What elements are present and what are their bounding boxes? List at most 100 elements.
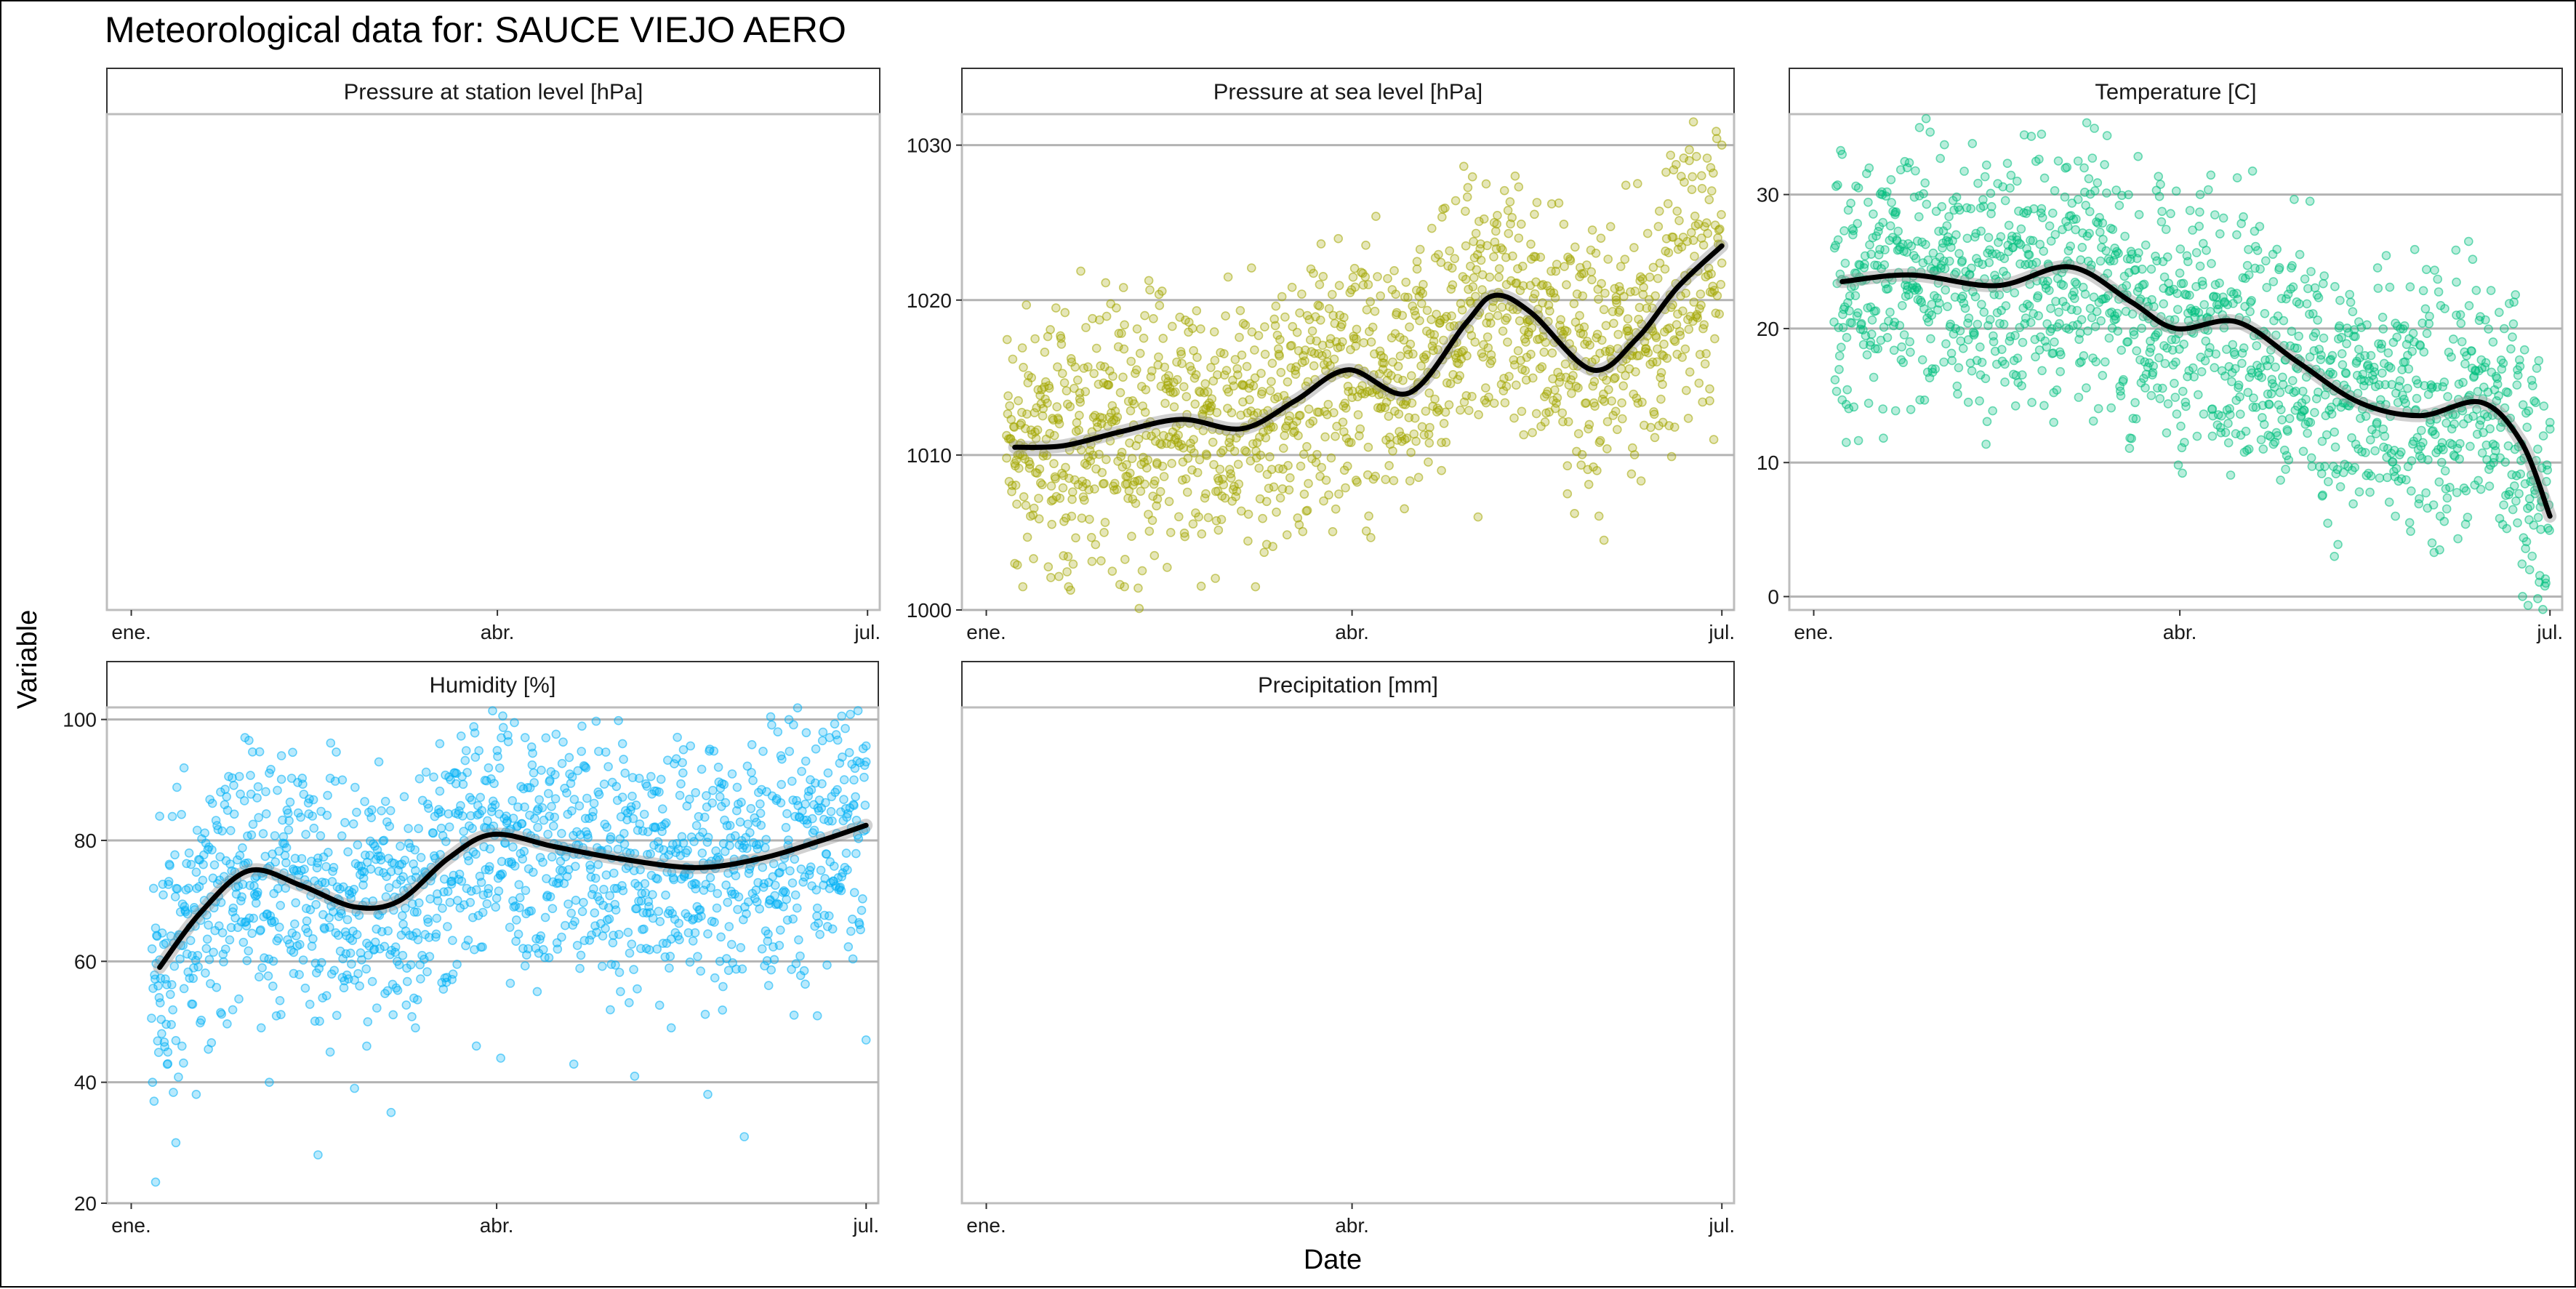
data-point	[2510, 481, 2519, 491]
data-point	[1964, 313, 1974, 323]
data-point	[448, 969, 458, 979]
data-point	[2090, 124, 2099, 133]
data-point	[2330, 551, 2339, 561]
data-point	[456, 731, 466, 741]
data-point	[222, 792, 232, 802]
data-point	[1486, 318, 1496, 328]
data-point	[298, 779, 308, 789]
data-point	[817, 736, 827, 746]
data-point	[2256, 363, 2266, 373]
data-point	[1848, 225, 1858, 236]
data-point	[174, 1072, 183, 1082]
data-point	[2405, 282, 2415, 292]
data-point	[1878, 404, 1887, 414]
data-point	[1621, 180, 1631, 190]
data-point	[2410, 244, 2420, 254]
data-point	[2178, 386, 2188, 396]
data-point	[2051, 297, 2061, 306]
data-point	[1684, 324, 1694, 334]
data-point	[361, 964, 372, 974]
data-point	[527, 760, 537, 770]
data-point	[1461, 241, 1471, 251]
data-point	[623, 928, 633, 937]
data-point	[608, 938, 618, 948]
data-point	[1970, 329, 1979, 338]
data-point	[1467, 391, 1477, 401]
data-point	[580, 762, 590, 771]
data-point	[294, 939, 305, 949]
data-point	[2323, 518, 2332, 529]
data-point	[1885, 308, 1895, 317]
data-point	[488, 706, 497, 716]
data-point	[515, 893, 525, 902]
data-point	[1266, 422, 1276, 432]
data-point	[1227, 473, 1236, 483]
data-point	[1364, 511, 1373, 521]
data-point	[697, 911, 706, 921]
data-point	[2013, 353, 2023, 364]
y-tick-label: 1010	[907, 444, 952, 467]
data-point	[238, 937, 249, 947]
data-point	[1509, 360, 1520, 370]
data-point	[2481, 315, 2490, 325]
data-point	[1648, 262, 1658, 273]
data-point	[1688, 236, 1698, 245]
data-point	[1384, 461, 1394, 470]
data-point	[342, 915, 353, 925]
data-point	[606, 832, 616, 842]
data-point	[1651, 332, 1661, 342]
data-point	[1607, 396, 1616, 406]
data-point	[1285, 473, 1295, 483]
data-point	[1518, 261, 1528, 271]
data-point	[1945, 256, 1954, 266]
data-point	[1623, 314, 1633, 324]
data-point	[2170, 393, 2180, 402]
data-point	[739, 1132, 750, 1141]
data-point	[1918, 258, 1928, 268]
data-point	[308, 811, 318, 821]
data-point	[209, 860, 220, 870]
data-point	[2518, 592, 2527, 601]
data-point	[763, 929, 773, 939]
data-point	[639, 809, 649, 819]
data-point	[1134, 603, 1144, 614]
data-point	[2443, 392, 2452, 401]
data-point	[1208, 376, 1219, 386]
data-point	[1437, 465, 1446, 475]
data-point	[412, 995, 422, 1005]
data-point	[2050, 230, 2061, 239]
data-point	[2226, 410, 2235, 419]
data-point	[202, 934, 212, 944]
data-point	[699, 812, 710, 822]
data-point	[1182, 487, 1192, 497]
data-point	[1115, 579, 1125, 590]
data-point	[1351, 341, 1360, 351]
data-point	[515, 903, 524, 912]
data-point	[2316, 350, 2326, 360]
data-point	[1200, 379, 1210, 389]
data-point	[2425, 311, 2434, 321]
data-point	[1890, 406, 1901, 416]
data-point	[1407, 398, 1417, 408]
data-point	[1873, 344, 1882, 354]
data-point	[1629, 450, 1640, 459]
data-point	[1259, 547, 1269, 558]
data-point	[2182, 251, 2192, 261]
data-point	[1165, 528, 1176, 537]
data-point	[793, 903, 802, 913]
data-point	[1260, 349, 1270, 359]
data-point	[534, 795, 545, 805]
data-point	[2371, 429, 2381, 438]
data-point	[207, 845, 217, 855]
data-point	[2098, 218, 2108, 228]
data-point	[1188, 519, 1198, 529]
data-point	[1219, 480, 1229, 490]
data-point	[2361, 411, 2371, 421]
data-point	[416, 974, 425, 984]
data-point	[1158, 334, 1168, 343]
data-point	[276, 774, 286, 784]
data-point	[2156, 180, 2165, 189]
data-point	[1715, 224, 1725, 234]
data-point	[2179, 340, 2188, 349]
data-point	[2294, 332, 2303, 341]
